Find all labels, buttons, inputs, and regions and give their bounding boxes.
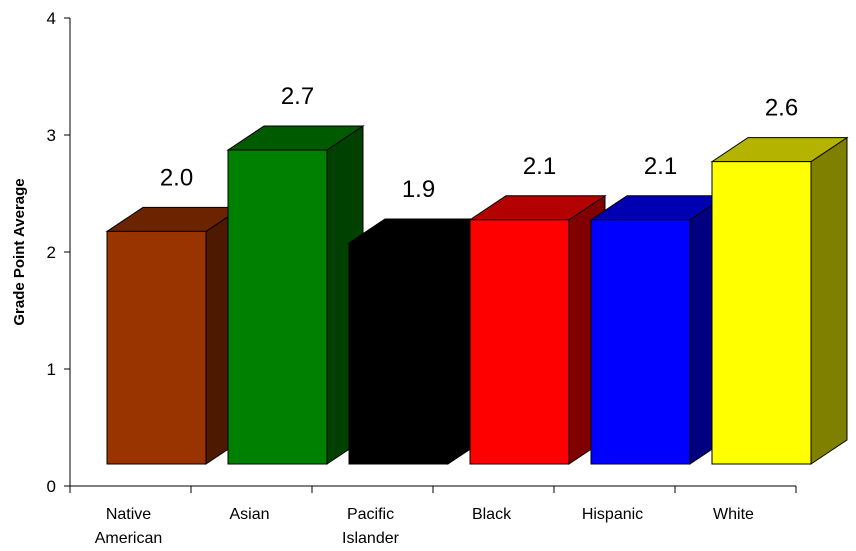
y-tick-label: 1 (47, 360, 56, 379)
bars (105, 125, 849, 465)
x-category-label: Native American (95, 506, 163, 547)
bar-front (106, 230, 207, 465)
x-category-label-line: Pacific (347, 506, 394, 523)
data-label: 2.1 (644, 153, 677, 180)
bar-front (469, 219, 570, 465)
x-category-label-line: Asian (229, 506, 269, 523)
bar-front (227, 149, 328, 465)
bar (468, 194, 607, 465)
bar-front (348, 242, 449, 465)
y-axis-title: Grade Point Average (11, 178, 28, 325)
axes: 0 1 2 3 4 Native American Asian Pacific Islander B… (47, 9, 797, 547)
bar (589, 194, 728, 465)
x-category-label-line: Native (106, 506, 151, 523)
y-tick-label: 4 (47, 9, 56, 28)
x-category-label-line: Hispanic (582, 506, 643, 523)
data-label: 1.9 (402, 176, 435, 203)
x-category-label-line: Black (472, 506, 512, 523)
data-label: 2.7 (281, 83, 314, 110)
x-category-label: Asian (229, 506, 269, 523)
x-category-label-line: American (95, 530, 163, 547)
x-category-label-line: Islander (342, 530, 400, 547)
x-category-label: Black (472, 506, 512, 523)
y-tick-label: 0 (47, 477, 56, 496)
bar-side (810, 136, 848, 465)
y-tick-label: 2 (47, 243, 56, 262)
x-category-label: Hispanic (582, 506, 643, 523)
bar-front (590, 219, 691, 465)
data-label: 2.0 (160, 164, 193, 191)
bar (710, 136, 849, 465)
bar (226, 125, 365, 465)
data-label: 2.1 (523, 153, 556, 180)
y-tick-label: 3 (47, 126, 56, 145)
bar-front (711, 161, 812, 465)
data-labels: 2.0 2.7 1.9 2.1 2.1 2.6 (160, 83, 798, 203)
x-category-label-line: White (713, 506, 754, 523)
bar (105, 206, 244, 465)
bar (347, 218, 486, 465)
x-category-label: Pacific Islander (342, 506, 400, 547)
data-label: 2.6 (765, 95, 798, 122)
x-category-label: White (713, 506, 754, 523)
